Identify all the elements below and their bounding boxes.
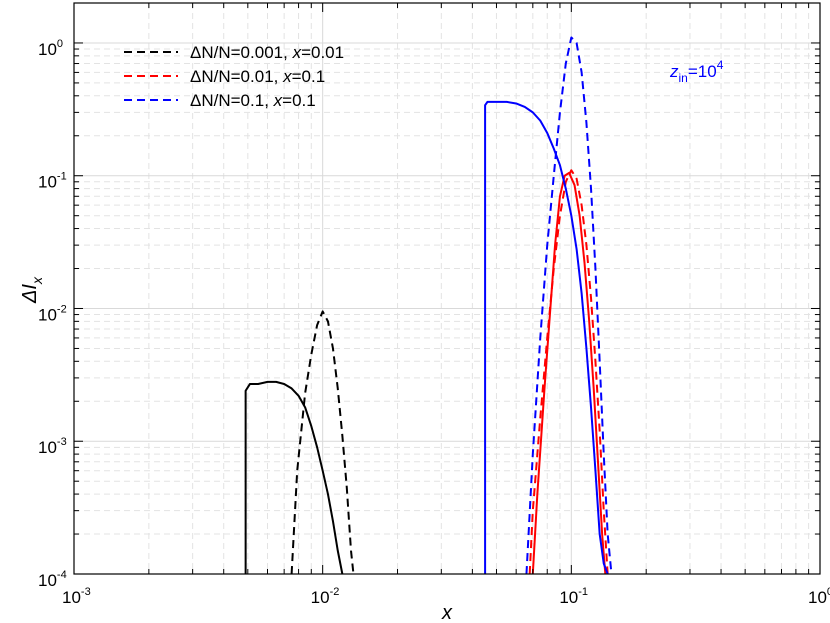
series-line-5: [525, 36, 613, 575]
series-line-6: [484, 100, 609, 575]
series-line-2: [244, 380, 344, 575]
x-axis-title: x: [441, 602, 453, 623]
y-tick-label: 10-3: [38, 436, 67, 457]
series-line-4: [531, 171, 607, 575]
annotation-z-in: zin=104: [669, 58, 724, 85]
series-line-3: [528, 169, 609, 575]
x-tick-label: 10-1: [559, 586, 588, 607]
axis-ticks: [73, 2, 821, 575]
series-line-1: [290, 310, 355, 575]
y-tick-label: 10-4: [38, 569, 67, 590]
grid-lines: [73, 2, 821, 575]
x-tick-label: 10-2: [311, 586, 340, 607]
x-tick-label: 100: [808, 586, 830, 607]
y-axis-title: ΔIx: [19, 276, 45, 304]
legend: ΔN/N=0.001, x=0.01 ΔN/N=0.01, x=0.1 ΔN/N=0…: [124, 43, 344, 110]
annotation-text: zin=104: [669, 58, 724, 85]
y-tick-label: 10-2: [38, 303, 67, 324]
x-tick-label: 10-3: [62, 586, 91, 607]
legend-label-3: ΔN/N=0.1, x=0.1: [190, 91, 316, 110]
plot-frame: [73, 2, 821, 575]
y-tick-label: 10-1: [38, 171, 67, 192]
y-tick-label: 100: [38, 38, 63, 59]
legend-label-2: ΔN/N=0.01, x=0.1: [190, 67, 325, 86]
legend-label-1: ΔN/N=0.001, x=0.01: [190, 43, 344, 62]
series-layer: [244, 36, 613, 575]
